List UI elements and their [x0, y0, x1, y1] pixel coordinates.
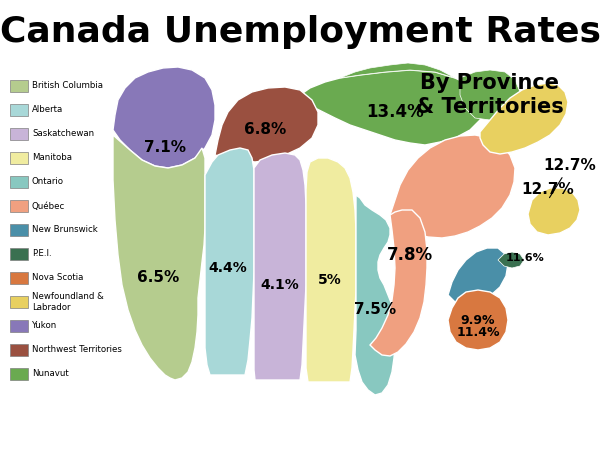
Polygon shape — [498, 252, 524, 268]
Polygon shape — [113, 67, 215, 168]
Text: 4.4%: 4.4% — [209, 261, 247, 275]
FancyBboxPatch shape — [10, 128, 28, 140]
Polygon shape — [113, 135, 205, 380]
Text: 7.1%: 7.1% — [144, 141, 186, 156]
Polygon shape — [448, 290, 508, 350]
Polygon shape — [215, 87, 318, 162]
Text: Newfoundland &
Labrador: Newfoundland & Labrador — [32, 292, 104, 312]
Polygon shape — [528, 188, 580, 235]
FancyBboxPatch shape — [10, 176, 28, 188]
Text: Yukon: Yukon — [32, 322, 57, 330]
Text: 9.9%: 9.9% — [461, 313, 495, 327]
Text: Ontario: Ontario — [32, 177, 64, 187]
Text: British Columbia: British Columbia — [32, 81, 103, 91]
FancyBboxPatch shape — [10, 80, 28, 92]
Text: 4.1%: 4.1% — [260, 278, 299, 292]
Polygon shape — [370, 210, 427, 356]
Text: P.E.I.: P.E.I. — [32, 249, 52, 258]
Text: Alberta: Alberta — [32, 106, 63, 115]
Text: New Brunswick: New Brunswick — [32, 226, 98, 234]
Text: 11.4%: 11.4% — [456, 325, 500, 339]
Text: 5%: 5% — [318, 273, 342, 287]
Polygon shape — [480, 83, 568, 154]
Polygon shape — [300, 70, 485, 145]
Polygon shape — [205, 148, 254, 375]
FancyBboxPatch shape — [10, 368, 28, 380]
Text: Manitoba: Manitoba — [32, 153, 72, 162]
FancyBboxPatch shape — [10, 104, 28, 116]
Text: 6.8%: 6.8% — [244, 122, 286, 137]
Polygon shape — [448, 248, 508, 304]
Polygon shape — [306, 158, 356, 382]
Text: Canada Unemployment Rates: Canada Unemployment Rates — [0, 15, 600, 49]
Polygon shape — [460, 70, 520, 120]
Text: Nova Scotia: Nova Scotia — [32, 273, 83, 283]
Text: Northwest Territories: Northwest Territories — [32, 345, 122, 354]
Text: 7.5%: 7.5% — [354, 303, 396, 318]
Text: 11.6%: 11.6% — [506, 253, 544, 263]
Text: 12.7%: 12.7% — [544, 157, 596, 197]
FancyBboxPatch shape — [10, 272, 28, 284]
Text: Saskatchewan: Saskatchewan — [32, 130, 94, 138]
Text: By Province
& Territories: By Province & Territories — [416, 73, 564, 116]
FancyBboxPatch shape — [10, 248, 28, 260]
FancyBboxPatch shape — [10, 152, 28, 164]
FancyBboxPatch shape — [10, 344, 28, 356]
Polygon shape — [390, 135, 515, 238]
Text: 6.5%: 6.5% — [137, 271, 179, 285]
Text: 7.8%: 7.8% — [387, 246, 433, 264]
Text: Nunavut: Nunavut — [32, 369, 69, 379]
FancyBboxPatch shape — [10, 224, 28, 236]
Polygon shape — [340, 63, 455, 78]
Text: Québec: Québec — [32, 202, 65, 211]
Polygon shape — [355, 195, 395, 395]
Text: 12.7%: 12.7% — [521, 182, 574, 197]
FancyBboxPatch shape — [10, 296, 28, 308]
FancyBboxPatch shape — [10, 320, 28, 332]
Polygon shape — [254, 153, 306, 380]
FancyBboxPatch shape — [10, 200, 28, 212]
Text: 13.4%: 13.4% — [366, 103, 424, 121]
